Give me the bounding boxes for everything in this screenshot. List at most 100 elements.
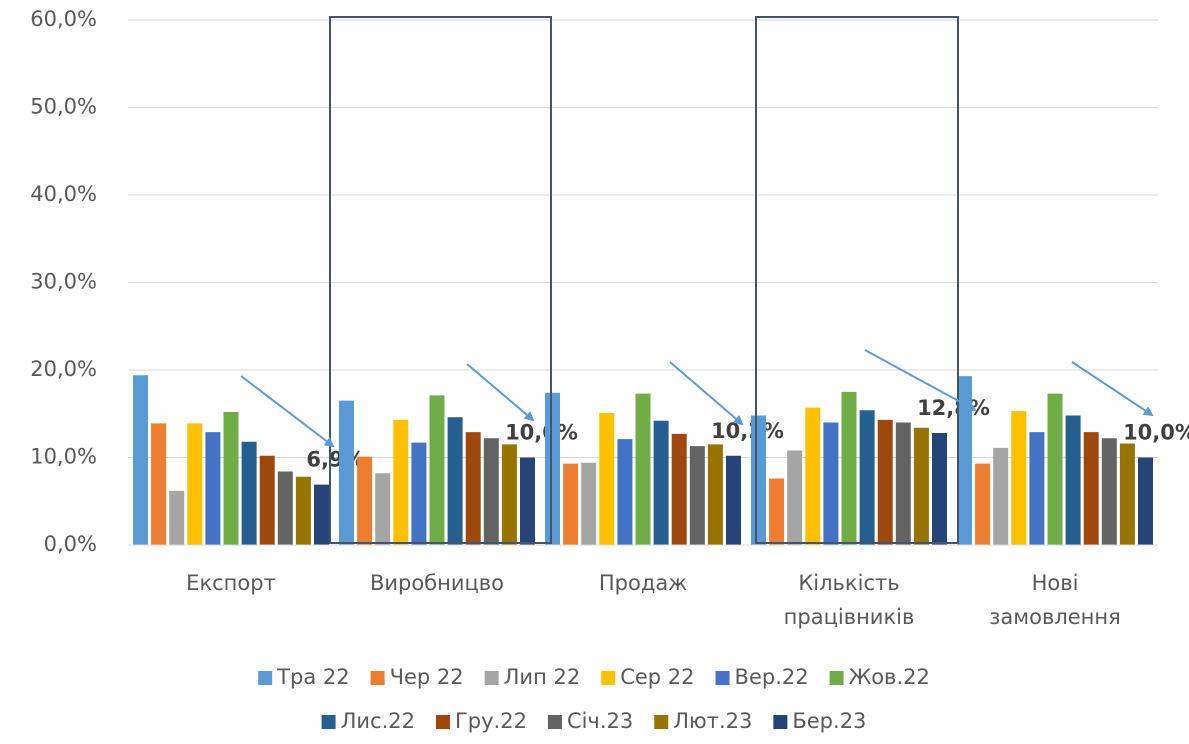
legend-label: Тра 22 [276,665,349,689]
legend-item: Тра 22 [258,665,350,689]
bar [375,473,391,545]
legend-item: Гру.22 [435,709,527,733]
bar [787,450,803,545]
bar [563,463,579,545]
legend-label: Бер.23 [792,709,866,733]
bar [993,447,1009,545]
bar [545,392,560,545]
y-tick-label: 0,0% [44,532,97,556]
bar [295,476,311,545]
bar [501,444,517,545]
bar [151,423,167,545]
legend-swatch [773,715,788,729]
legend-item: Сер 22 [601,665,695,689]
legend-item: Чер 22 [370,665,464,689]
legend-item: Лют.23 [654,709,752,733]
bar [205,432,221,545]
x-tick-label: Експорт [186,571,276,595]
bar [1011,411,1027,545]
bar [223,412,239,545]
legend-label: Лис.22 [341,709,415,733]
bar [447,417,463,545]
bar [635,393,651,545]
bar [599,412,615,545]
bar [259,455,275,545]
highlight-box [755,16,959,544]
data-label: 10,2% [711,419,784,443]
bar [1138,457,1153,545]
bar [671,433,687,545]
legend-swatch [654,715,669,729]
bar [913,427,929,545]
bar [877,419,893,545]
data-label: 10,0% [505,421,578,445]
legend-swatch [484,671,499,685]
bar [859,410,875,545]
legend-swatch [258,671,273,685]
legend-item: Бер.23 [773,709,866,733]
y-tick-label: 10,0% [30,445,97,469]
bar [483,438,499,545]
bar [581,462,597,545]
arrow [864,349,977,411]
legend-item: Жов.22 [829,665,930,689]
bar [393,419,409,545]
y-tick-label: 60,0% [30,7,97,31]
y-tick-label: 20,0% [30,357,97,381]
x-tick-label: Нові замовлення [989,571,1121,629]
bar [689,446,705,545]
highlight-box [329,16,552,544]
bar [751,415,766,545]
x-tick-label: Продаж [599,571,687,595]
bar [932,433,947,545]
bar [1029,432,1045,545]
data-label: 12,8% [917,396,990,420]
legend-swatch [601,671,616,685]
legend-swatch [715,671,730,685]
bar [1083,432,1099,545]
legend-label: Лип 22 [504,665,581,689]
legend-item: Лип 22 [484,665,581,689]
arrow [669,361,744,426]
bar [277,471,293,545]
y-tick-label: 30,0% [30,270,97,294]
bar [339,400,354,545]
bar [520,457,535,545]
data-label: 6,9% [306,448,364,472]
data-label: 10,0% [1123,421,1189,445]
bar [805,407,821,545]
legend-label: Жов.22 [849,665,930,689]
bar [975,463,991,545]
arrow [1071,361,1154,417]
legend-swatch [321,715,336,729]
legend-label: Сер 22 [620,665,694,689]
bar [1119,443,1135,545]
y-tick-label: 50,0% [30,95,97,119]
bar [769,478,785,545]
legend-item: Вер.22 [715,665,809,689]
bar [895,422,911,545]
bar [707,444,723,545]
bar [357,456,373,545]
bar [957,376,972,545]
bar [411,442,427,545]
legend-label: Вер.22 [735,665,809,689]
bar [187,423,203,545]
bar [1065,415,1081,545]
arrow [240,375,335,448]
legend-item: Лис.22 [321,709,415,733]
bar [1047,393,1063,545]
bar [465,432,481,545]
bar [617,439,633,545]
legend-swatch [829,671,844,685]
x-tick-label: Кількість працівників [784,571,915,629]
legend-swatch [435,715,450,729]
arrow [466,363,535,422]
annotations [240,16,1154,544]
bar [823,422,839,545]
bar [841,391,857,545]
legend-label: Чер 22 [390,665,464,689]
legend-label: Лют.23 [673,709,752,733]
legend-swatch [547,715,562,729]
bar [1101,438,1117,545]
